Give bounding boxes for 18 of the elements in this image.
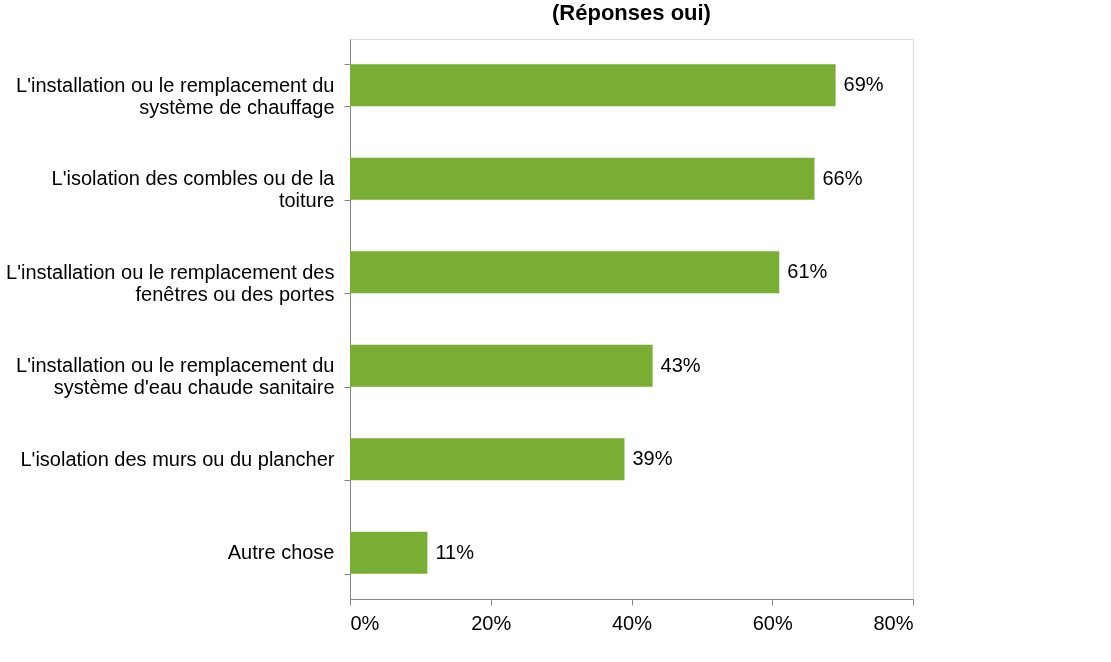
data-label: 69% — [843, 73, 884, 96]
y-tick-label: L'installation ou le remplacement des fenêtres ou des portes — [6, 260, 335, 305]
x-tick-label: 0% — [350, 611, 380, 634]
y-tick-label: L'isolation des combles ou de la toiture — [51, 167, 336, 212]
x-tick-label: 60% — [752, 611, 793, 634]
y-tick-label: Autre chose — [227, 541, 335, 564]
data-label: 66% — [822, 166, 863, 189]
data-label: 11% — [435, 540, 475, 563]
chart-title: (Réponses oui) — [552, 0, 711, 25]
data-label: 39% — [632, 447, 673, 470]
x-tick-label: 20% — [471, 611, 512, 634]
data-label: 61% — [787, 260, 828, 283]
y-tick-label: L'isolation des murs ou du plancher — [20, 447, 335, 470]
x-tick-label: 40% — [611, 611, 653, 634]
x-tick-label: 80% — [873, 611, 914, 634]
y-tick-label: L'installation ou le remplacement du système d'eau chaude sanitaire — [16, 354, 335, 399]
data-label: 43% — [660, 353, 701, 376]
y-tick-label: L'installation ou le remplacement du système de chauffage — [16, 73, 335, 118]
